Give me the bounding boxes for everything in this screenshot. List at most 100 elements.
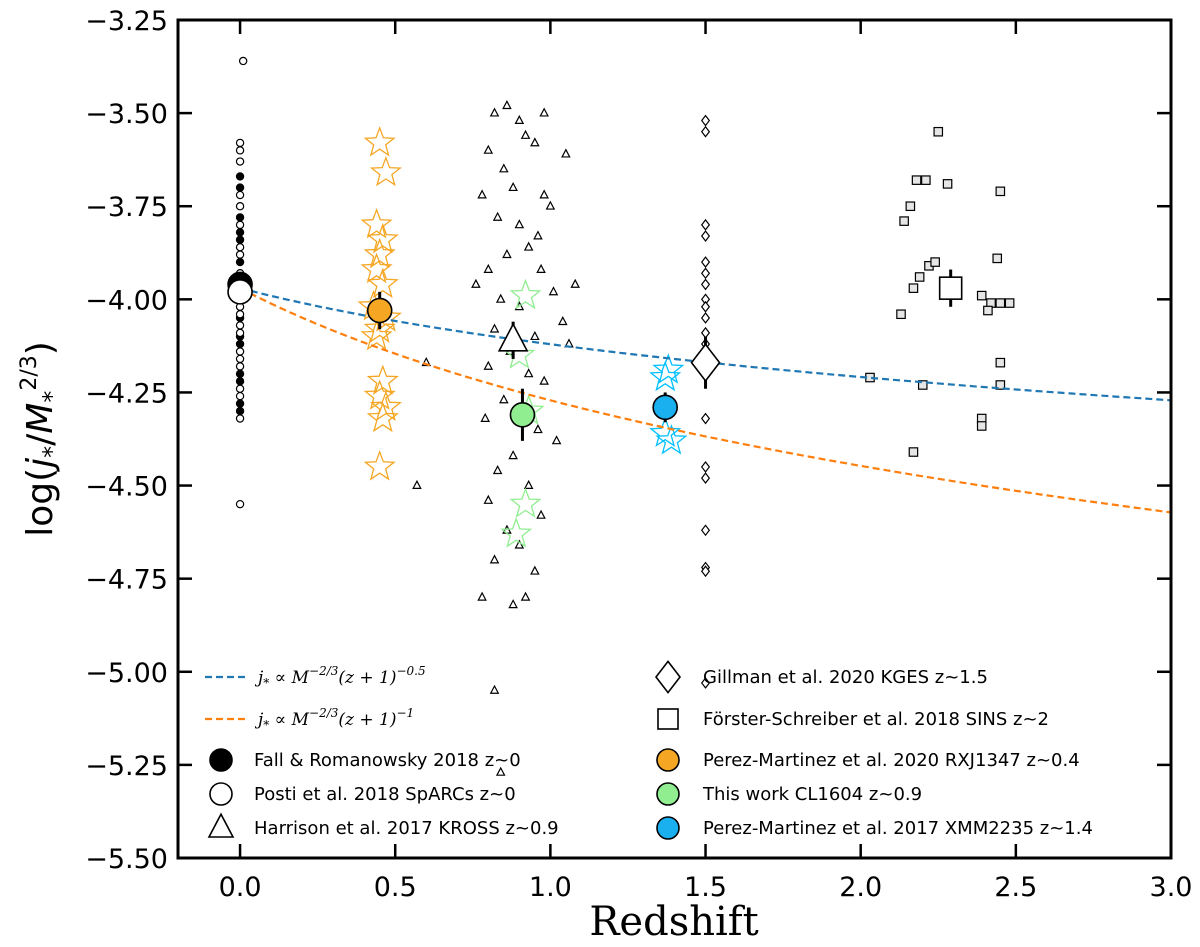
x-tick-label: 2.0 (839, 872, 882, 903)
data-point (235, 321, 245, 330)
legend-marker (656, 816, 680, 840)
data-point (905, 201, 916, 212)
summary-point (366, 297, 393, 324)
data-point (235, 399, 245, 408)
series-posti-et-al-2018-sparcs-z-0 (235, 56, 248, 509)
data-point (235, 242, 245, 252)
summary-point (509, 401, 536, 428)
data-point (700, 125, 711, 138)
data-point (520, 591, 531, 601)
data-point (509, 278, 542, 310)
x-tick-label: 2.5 (994, 872, 1037, 903)
data-point (514, 539, 525, 549)
data-point (235, 362, 245, 371)
legend-entry: Förster-Schreiber et al. 2018 SINS z~2 (657, 708, 1049, 730)
data-point (545, 200, 556, 210)
data-point (235, 377, 245, 386)
data-point (992, 253, 1003, 264)
data-point (523, 241, 534, 251)
summary-points (227, 269, 963, 441)
data-point (976, 421, 987, 431)
x-tick-label: 1.0 (529, 872, 572, 903)
summary-point (938, 276, 963, 300)
model-curves (239, 287, 1172, 514)
data-point (235, 354, 245, 364)
data-point (700, 524, 711, 537)
data-point (508, 599, 518, 609)
data-point (366, 401, 399, 433)
y-tick-label: −3.50 (85, 99, 168, 130)
legend-label: j* ∝ M−2/3(z + 1)−1 (254, 706, 414, 732)
data-point (530, 330, 540, 341)
x-tick-label: 3.0 (1150, 872, 1193, 903)
legend-marker (207, 812, 235, 838)
legend-label: Harrison et al. 2017 KROSS z~0.9 (254, 818, 559, 839)
data-point (235, 391, 245, 401)
legend-label: Perez-Martinez et al. 2017 XMM2235 z~1.4 (703, 818, 1093, 839)
data-point (492, 464, 503, 475)
data-point (363, 126, 396, 157)
data-point (649, 360, 682, 392)
data-point (561, 148, 571, 158)
legend-label: j* ∝ M−2/3(z + 1)−0.5 (254, 664, 426, 690)
data-point (366, 222, 399, 254)
data-point (700, 230, 711, 242)
y-tick-label: −5.25 (85, 751, 168, 782)
data-point (477, 189, 487, 199)
legend-entry: j* ∝ M−2/3(z + 1)−0.5 (205, 664, 426, 690)
data-point (499, 163, 509, 173)
data-point (533, 424, 543, 434)
data-point (235, 220, 245, 230)
y-tick-label: −5.50 (85, 844, 168, 875)
legend-marker (657, 708, 679, 730)
data-point (655, 424, 688, 455)
x-tick-label: 0.0 (219, 872, 262, 903)
data-point (700, 267, 711, 280)
data-point (539, 189, 549, 199)
data-point (483, 360, 494, 370)
x-tick-label: 1.5 (684, 872, 727, 903)
data-point (700, 461, 711, 473)
data-point (238, 56, 248, 66)
series-harrison-et-al-2017-kross-z-0-9 (412, 100, 580, 776)
data-point (500, 517, 533, 548)
data-point (235, 257, 245, 267)
data-point (649, 416, 682, 447)
data-point (911, 175, 922, 185)
data-point (363, 450, 396, 481)
data-point (523, 479, 534, 490)
data-point (700, 565, 711, 578)
data-point (700, 300, 711, 313)
y-tick-label: −3.25 (85, 6, 168, 37)
data-point (908, 283, 919, 293)
data-point (489, 323, 500, 333)
data-point (369, 155, 402, 187)
data-point (530, 137, 540, 147)
legend-marker (656, 782, 680, 806)
data-point (533, 230, 543, 240)
legend-marker (656, 748, 680, 772)
y-axis-ticks: −3.25 −3.50 −3.75 −4.00 −4.25 −4.50 −4.75 −5.00… (85, 6, 1171, 875)
data-point (483, 144, 494, 154)
data-point (489, 107, 500, 117)
summary-point (652, 394, 678, 421)
data-point (363, 237, 396, 269)
data-point (235, 310, 245, 319)
data-point (495, 766, 506, 776)
data-point (235, 228, 245, 237)
data-point (1004, 298, 1015, 308)
data-point (360, 252, 393, 284)
data-point (700, 412, 711, 425)
data-point (700, 326, 711, 339)
legend-label: Fall & Romanowsky 2018 z~0 (254, 750, 521, 771)
legend-label: Posti et al. 2018 SpARCs z~0 (254, 784, 516, 805)
data-point (360, 207, 393, 239)
data-point (235, 213, 245, 222)
legend: j* ∝ M−2/3(z + 1)−0.5 j* ∝ M−2/3(z + 1)−1… (205, 660, 1093, 840)
data-point (921, 175, 931, 185)
legend-entry: This work CL1604 z~0.9 (656, 782, 922, 806)
data-point (514, 114, 525, 125)
data-point (495, 293, 506, 303)
legend-marker (209, 748, 233, 772)
